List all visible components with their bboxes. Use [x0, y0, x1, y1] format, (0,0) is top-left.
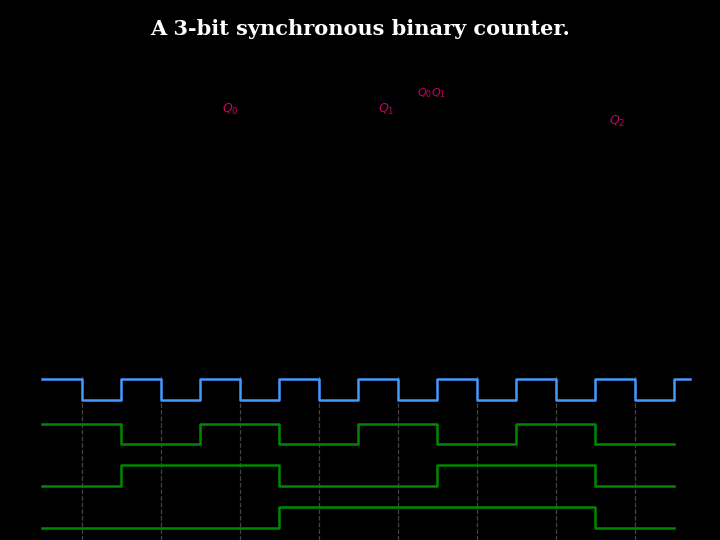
Text: $K_1$: $K_1$ — [308, 217, 323, 232]
Text: 3: 3 — [204, 383, 212, 393]
Text: $C$: $C$ — [320, 166, 330, 179]
Text: 5: 5 — [363, 383, 370, 393]
Text: $C$: $C$ — [510, 166, 521, 179]
Text: $Q_2$: $Q_2$ — [19, 510, 36, 525]
Text: FF0: FF0 — [142, 78, 167, 91]
Text: 8: 8 — [600, 383, 607, 393]
Text: FF1: FF1 — [318, 78, 343, 91]
Text: $Q_1$: $Q_1$ — [19, 468, 36, 483]
Text: $J_1$: $J_1$ — [308, 113, 320, 130]
Text: CLK: CLK — [34, 341, 58, 350]
Text: $K_2$: $K_2$ — [498, 217, 513, 232]
Text: FF2: FF2 — [508, 78, 534, 91]
Text: $Q_0$: $Q_0$ — [19, 427, 36, 442]
Text: CLK: CLK — [9, 383, 36, 396]
Text: A 3-bit synchronous binary counter.: A 3-bit synchronous binary counter. — [150, 19, 570, 39]
Bar — [481, 94, 560, 251]
Text: $Q_1$: $Q_1$ — [378, 102, 395, 117]
Text: $C$: $C$ — [144, 166, 154, 179]
Text: HIGH: HIGH — [71, 76, 103, 86]
Text: $J_0$: $J_0$ — [132, 113, 145, 130]
Text: $J_2$: $J_2$ — [498, 113, 510, 130]
Text: $Q_0$: $Q_0$ — [222, 102, 238, 117]
Text: 1: 1 — [47, 383, 54, 393]
Text: 6: 6 — [442, 383, 449, 393]
Text: $Q_0Q_1$: $Q_0Q_1$ — [417, 86, 446, 100]
Text: $Q_2$: $Q_2$ — [609, 114, 625, 129]
Text: $K_0$: $K_0$ — [132, 217, 147, 232]
Bar — [114, 94, 194, 251]
Bar — [291, 94, 370, 251]
Text: 4: 4 — [284, 383, 291, 393]
Text: 2: 2 — [126, 383, 133, 393]
Text: 7: 7 — [521, 383, 528, 393]
